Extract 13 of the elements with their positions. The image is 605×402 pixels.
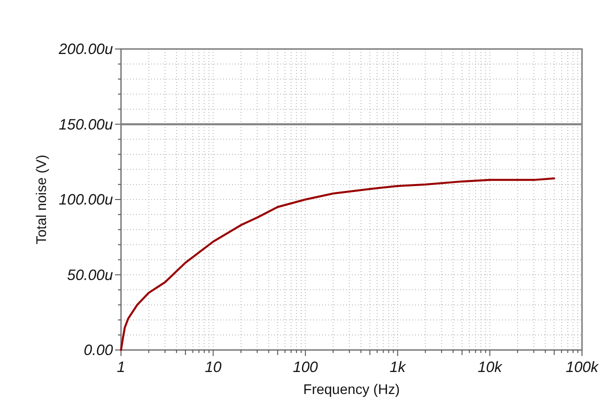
x-axis-title: Frequency (Hz): [303, 381, 400, 397]
x-tick-label: 100k: [566, 359, 600, 376]
x-tick-label: 10: [204, 359, 222, 376]
x-tick-label: 10k: [478, 359, 504, 376]
x-tick-label: 100: [292, 359, 319, 376]
y-tick-label: 100.00u: [58, 192, 114, 208]
x-tick-label: 1k: [390, 359, 408, 376]
y-tick-label: 200.00u: [58, 41, 114, 58]
x-tick-label: 1: [116, 359, 126, 376]
y-tick-label: 50.00u: [67, 266, 114, 284]
y-tick-label: 0.00: [84, 342, 114, 359]
y-tick-label: 150.00u: [58, 116, 114, 134]
y-axis-title: Total noise (V): [33, 154, 49, 244]
